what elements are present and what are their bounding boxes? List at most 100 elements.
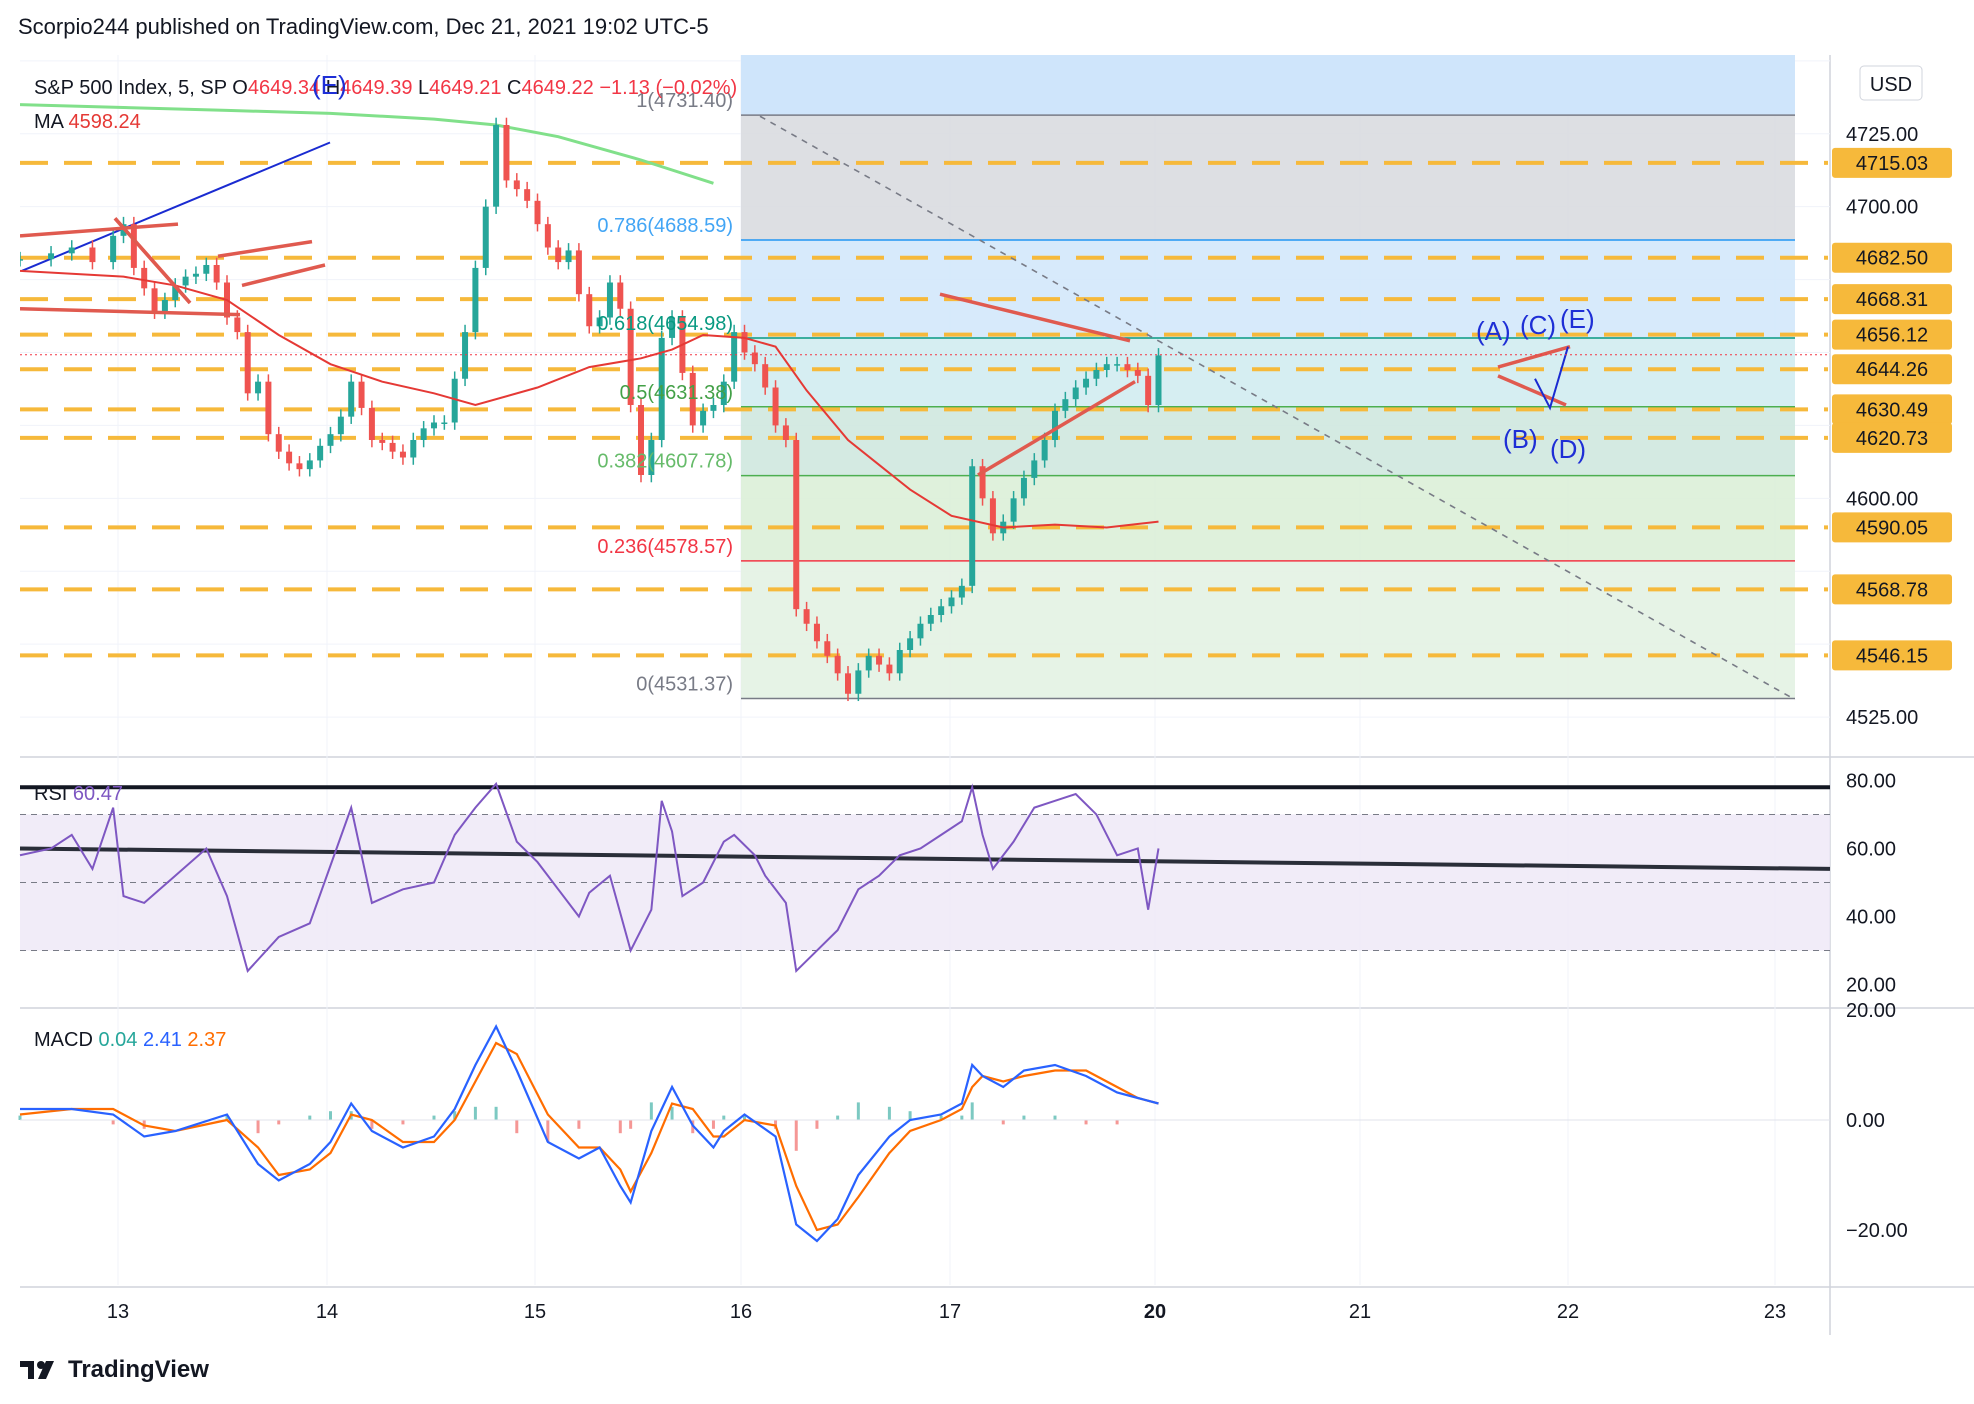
candle-body bbox=[886, 664, 893, 674]
candle-body bbox=[420, 428, 427, 440]
price-level-label: 4644.26 bbox=[1856, 359, 1928, 381]
wave-path-line bbox=[1534, 346, 1569, 411]
price-axis-tick: 4600.00 bbox=[1846, 488, 1918, 510]
candle-body bbox=[389, 442, 396, 452]
rsi-axis-tick: 40.00 bbox=[1846, 907, 1896, 929]
candle-body bbox=[493, 125, 500, 207]
time-axis-tick: 21 bbox=[1349, 1301, 1371, 1323]
rsi-legend-value: 60.47 bbox=[73, 783, 123, 805]
macd-legend-line: 2.41 bbox=[143, 1029, 187, 1051]
price-level-box bbox=[1832, 354, 1952, 385]
published-caption: Scorpio244 published on TradingView.com,… bbox=[18, 14, 709, 39]
candle-body bbox=[368, 407, 375, 440]
macd-legend: MACD 0.04 2.41 2.37 bbox=[34, 1029, 226, 1051]
fib-zone bbox=[741, 406, 1795, 476]
candle-body bbox=[286, 451, 293, 464]
time-axis-tick: 22 bbox=[1557, 1301, 1579, 1323]
candle-body bbox=[555, 247, 562, 263]
candle-body bbox=[700, 410, 707, 426]
candle-body bbox=[317, 445, 324, 461]
tradingview-logo[interactable]: TradingView bbox=[20, 1356, 209, 1384]
macd-axis-tick: −20.00 bbox=[1846, 1220, 1908, 1242]
currency-label: USD bbox=[1870, 74, 1912, 96]
candle-body bbox=[1124, 364, 1131, 370]
elliott-wave-label: (E) bbox=[312, 70, 347, 100]
pattern-trendline bbox=[217, 239, 313, 258]
legend-part: L bbox=[418, 77, 429, 99]
candle-body bbox=[813, 623, 820, 642]
candle-body bbox=[627, 308, 634, 405]
candle-body bbox=[1134, 370, 1141, 376]
legend-part: 4649.39 bbox=[340, 77, 418, 99]
fib-zone bbox=[741, 560, 1795, 699]
candle-body bbox=[451, 378, 458, 423]
pattern-trendline bbox=[1497, 374, 1567, 407]
fib-zone bbox=[741, 337, 1795, 407]
price-axis-tick: 4525.00 bbox=[1846, 707, 1918, 729]
elliott-wave-label: (D) bbox=[1550, 434, 1586, 464]
candle-body bbox=[462, 332, 469, 379]
candle-body bbox=[358, 381, 365, 408]
tradingview-brand-text: TradingView bbox=[68, 1356, 209, 1383]
fib-zone bbox=[741, 115, 1795, 240]
pattern-trendline bbox=[20, 307, 241, 317]
currency-badge bbox=[1859, 65, 1923, 101]
long-moving-average-line bbox=[20, 103, 714, 185]
fib-level-label: 0.786(4688.59) bbox=[597, 215, 733, 237]
macd-axis-tick: 0.00 bbox=[1846, 1110, 1885, 1132]
candle-body bbox=[1072, 387, 1079, 400]
candle-body bbox=[565, 250, 572, 263]
legend-part: C bbox=[507, 77, 521, 99]
rsi-legend: RSI 60.47 bbox=[34, 783, 123, 805]
macd-signal-line bbox=[19, 1041, 1159, 1232]
fib-level-label: 0.382(4607.78) bbox=[597, 451, 733, 473]
candle-body bbox=[1052, 410, 1058, 440]
candle-body bbox=[969, 466, 976, 586]
candle-body bbox=[513, 180, 520, 190]
candle-body bbox=[927, 615, 934, 624]
price-axis-tick: 4700.00 bbox=[1846, 197, 1918, 219]
candle-body bbox=[575, 250, 582, 295]
price-level-box bbox=[1832, 242, 1952, 273]
candle-body bbox=[689, 372, 696, 426]
candle-body bbox=[482, 206, 489, 268]
candle-body bbox=[524, 189, 531, 201]
candle-body bbox=[265, 381, 272, 435]
candle-body bbox=[431, 422, 437, 429]
elliott-wave-label: (E) bbox=[1560, 304, 1595, 334]
candle-body bbox=[845, 673, 851, 694]
candle-body bbox=[1020, 477, 1027, 499]
candle-body bbox=[907, 638, 914, 650]
candle-body bbox=[244, 332, 251, 394]
price-level-box bbox=[1832, 394, 1952, 425]
candle-body bbox=[48, 253, 55, 260]
candle-body bbox=[130, 224, 137, 268]
candle-body bbox=[20, 259, 23, 261]
fib-top-zone bbox=[741, 55, 1795, 116]
candle-body bbox=[824, 641, 831, 656]
pattern-trendline bbox=[20, 222, 179, 238]
candle-body bbox=[1083, 378, 1090, 388]
time-axis-tick: 15 bbox=[524, 1301, 546, 1323]
time-axis-tick: 23 bbox=[1764, 1301, 1786, 1323]
rsi-axis-tick: 60.00 bbox=[1846, 838, 1896, 860]
candle-body bbox=[441, 422, 448, 424]
candle-body bbox=[203, 265, 210, 274]
ohlc-legend: S&P 500 Index, 5, SP O4649.34 H4649.39 L… bbox=[34, 77, 737, 99]
candle-body bbox=[337, 416, 344, 435]
rsi-line bbox=[19, 781, 1160, 974]
candle-body bbox=[793, 440, 800, 610]
candle-body bbox=[255, 381, 262, 394]
fib-level-label: 1(4731.40) bbox=[636, 90, 733, 112]
candle-body bbox=[1041, 440, 1048, 461]
candle-body bbox=[327, 434, 334, 446]
macd-legend-signal: 2.37 bbox=[187, 1029, 226, 1051]
candle-body bbox=[741, 332, 748, 353]
candle-body bbox=[503, 125, 510, 181]
candle-body bbox=[855, 670, 862, 694]
candle-body bbox=[710, 405, 717, 411]
candle-body bbox=[876, 655, 883, 665]
candle-body bbox=[379, 440, 386, 443]
legend-part: O bbox=[232, 77, 248, 99]
